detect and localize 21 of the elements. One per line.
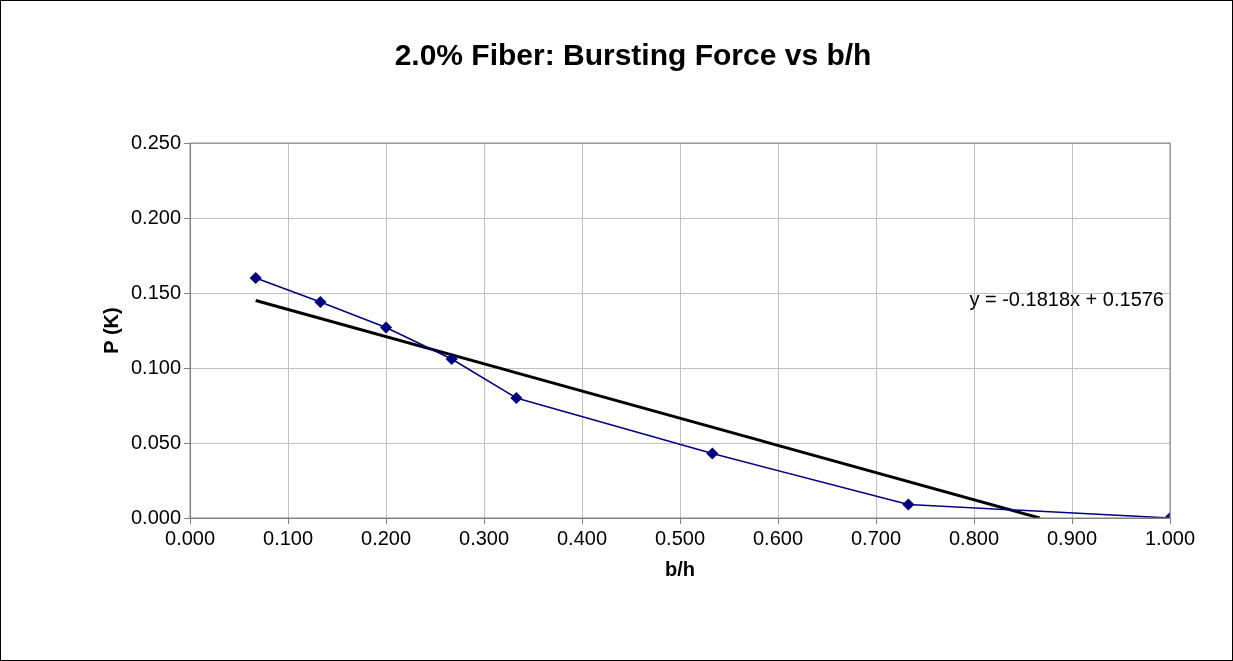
x-tick-label: 1.000 (1144, 526, 1196, 549)
x-tick-label: 0.500 (654, 526, 706, 549)
x-tick-label: 0.300 (459, 526, 510, 549)
x-tick-label: 0.000 (165, 526, 216, 549)
x-tick-label: 0.200 (361, 526, 412, 549)
y-axis-title: P (K) (99, 307, 122, 354)
x-tick-label: 0.900 (1046, 526, 1098, 549)
x-tick-label: 0.800 (948, 526, 1000, 549)
y-tick-label: 0.050 (130, 430, 182, 453)
chart-title: 2.0% Fiber: Bursting Force vs b/h (394, 38, 872, 72)
y-tick-label: 0.250 (130, 130, 182, 153)
x-tick-label: 0.700 (850, 526, 902, 549)
y-tick-label: 0.100 (130, 355, 182, 378)
y-tick-label: 0.000 (130, 505, 182, 528)
x-tick-label: 0.600 (752, 526, 804, 549)
annotation: y = -0.1818x + 0.1576 (969, 288, 1164, 311)
x-axis-title: b/h (665, 557, 696, 580)
x-tick-label: 0.100 (263, 526, 314, 549)
y-tick-label: 0.200 (130, 205, 182, 228)
x-tick-label: 0.400 (557, 526, 608, 549)
y-tick-label: 0.150 (130, 280, 182, 303)
